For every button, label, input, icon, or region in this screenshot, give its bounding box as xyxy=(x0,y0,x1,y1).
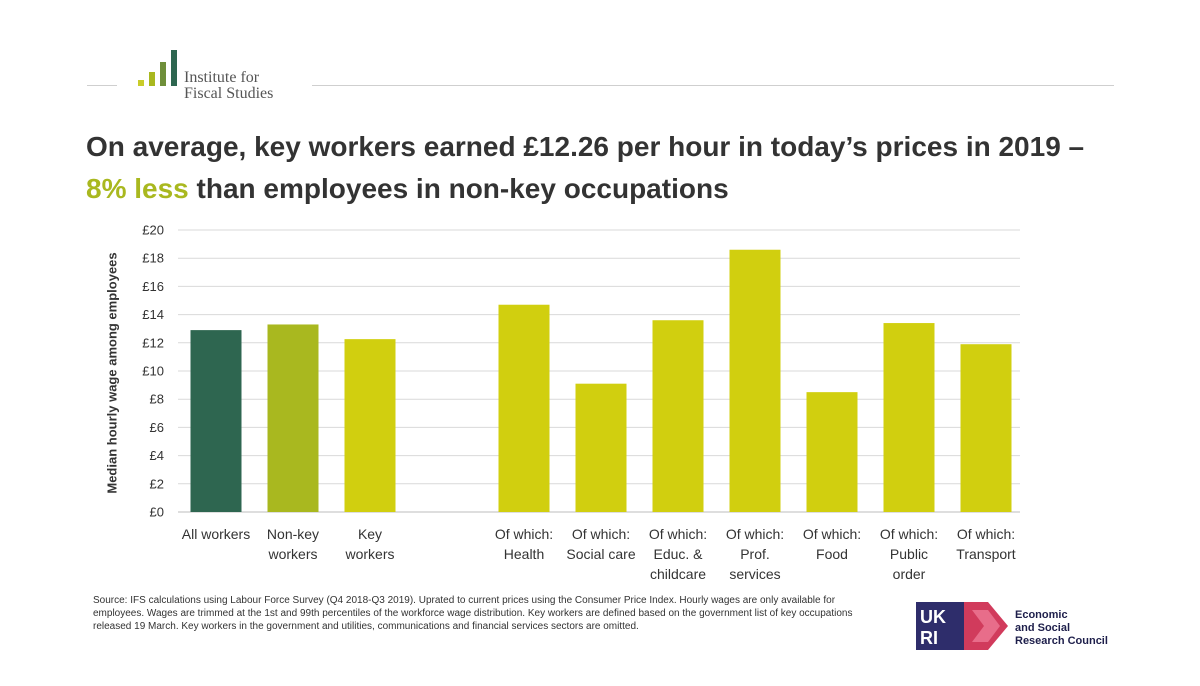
y-tick-label: £18 xyxy=(142,251,164,266)
source-note: Source: IFS calculations using Labour Fo… xyxy=(93,595,853,633)
x-tick-label: Of which: xyxy=(726,526,784,542)
logo-text-line2: Fiscal Studies xyxy=(184,85,274,102)
ifs-logo-bars-icon xyxy=(138,50,177,86)
y-tick-label: £2 xyxy=(150,476,164,491)
x-tick-label: Educ. & xyxy=(653,546,703,562)
title-part1: On average, key workers earned £12.26 pe… xyxy=(86,131,1085,162)
logo-text-line1: Institute for xyxy=(184,69,260,86)
y-tick-label: £20 xyxy=(142,223,164,238)
svg-text:UK: UK xyxy=(920,607,946,627)
svg-text:RI: RI xyxy=(920,628,938,648)
bar xyxy=(652,320,704,512)
x-tick-label: workers xyxy=(344,546,394,562)
x-tick-label: Prof. xyxy=(740,546,770,562)
x-tick-label: order xyxy=(893,566,926,582)
header-rule-left xyxy=(87,85,117,86)
bar xyxy=(267,324,319,512)
title-highlight: 8% less xyxy=(86,173,189,204)
x-tick-label: Of which: xyxy=(803,526,861,542)
bar xyxy=(806,392,858,512)
bar xyxy=(960,344,1012,512)
x-tick-label: Food xyxy=(816,546,848,562)
x-tick-label: Non-key xyxy=(267,526,319,542)
x-tick-label: Of which: xyxy=(957,526,1015,542)
x-tick-label: Transport xyxy=(956,546,1016,562)
x-tick-label: Key xyxy=(358,526,382,542)
header-rule-right xyxy=(312,85,1114,86)
x-tick-label: workers xyxy=(267,546,317,562)
funder-name: Economic and Social Research Council xyxy=(1015,609,1108,647)
y-tick-label: £6 xyxy=(150,420,164,435)
y-tick-label: £16 xyxy=(142,279,164,294)
x-tick-label: Of which: xyxy=(649,526,707,542)
x-tick-label: Social care xyxy=(566,546,635,562)
x-tick-label: Health xyxy=(504,546,544,562)
x-tick-label: Of which: xyxy=(572,526,630,542)
ukri-logo-icon: UK RI xyxy=(916,602,1008,650)
y-tick-label: £14 xyxy=(142,307,164,322)
y-tick-label: £10 xyxy=(142,364,164,379)
x-tick-label: services xyxy=(729,566,780,582)
x-tick-label: Of which: xyxy=(495,526,553,542)
y-tick-label: £12 xyxy=(142,335,164,350)
x-tick-label: childcare xyxy=(650,566,706,582)
bar xyxy=(729,249,781,513)
bar xyxy=(190,330,242,512)
bar xyxy=(498,304,550,512)
x-tick-label: Public xyxy=(890,546,928,562)
y-tick-label: £4 xyxy=(150,448,164,463)
title-part2: than employees in non-key occupations xyxy=(188,173,729,204)
ifs-logo-text: Institute for Fiscal Studies xyxy=(184,70,273,102)
x-tick-label: Of which: xyxy=(880,526,938,542)
chart-title: On average, key workers earned £12.26 pe… xyxy=(86,126,1126,210)
y-tick-label: £8 xyxy=(150,392,164,407)
ifs-logo: Institute for Fiscal Studies xyxy=(138,50,318,104)
x-tick-label: All workers xyxy=(182,526,250,542)
bar xyxy=(575,383,627,512)
bar xyxy=(344,339,396,512)
y-tick-label: £0 xyxy=(150,505,164,520)
bar xyxy=(883,323,935,512)
